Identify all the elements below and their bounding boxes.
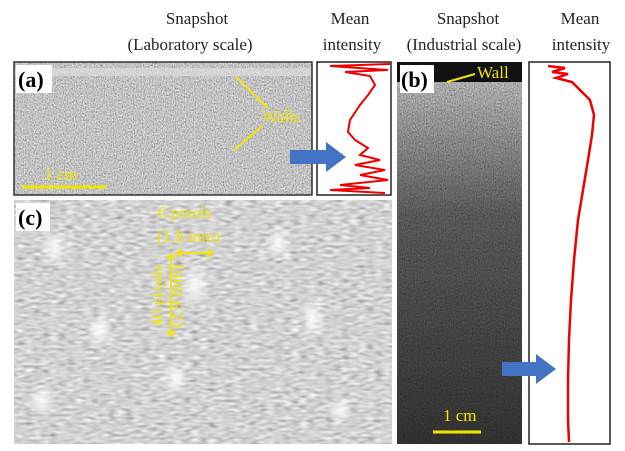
header-text: Mean [561,9,600,28]
particle [86,310,114,350]
annotation: (2.9 mm) [167,264,186,327]
particle [328,396,352,424]
panel-label: (b) [401,67,428,92]
label-bg [16,65,52,93]
arrowhead [206,248,214,258]
panel-b: (b) Wall 1 cm [397,62,522,444]
image [14,62,312,195]
frame [13,61,313,196]
arrow [446,73,476,83]
panel-c: (c) 6 pixels (1.8 mm) 40 pixels (2.9 mm) [14,200,392,444]
annotation: (1.8 mm) [157,227,220,246]
arrow [233,125,263,151]
panel-label: (c) [18,205,42,230]
intensity-curve [547,64,596,443]
particle [180,261,210,309]
arrow [235,76,269,109]
wall-band [14,68,312,76]
frame [528,61,611,445]
header-text: Snapshot [437,9,500,28]
frame [316,61,392,196]
annotation: Wall [477,63,509,82]
profile-b [528,61,611,445]
scale-label: 1 cm [443,406,477,425]
particle [41,228,69,268]
header-text: Snapshot [166,9,229,28]
header-text: intensity [552,35,611,54]
particle [161,360,189,396]
arrow [290,142,346,172]
arrowhead [175,248,183,258]
particle [298,296,326,340]
header-text: Mean [331,9,370,28]
header-text: intensity [323,35,382,54]
arrowhead [166,330,176,338]
label-bg [16,203,50,231]
header-text: (Industrial scale) [407,35,522,54]
particle [264,225,292,261]
label-bg [400,65,434,93]
annotation: Walls [262,107,300,126]
particle [28,384,56,416]
header-text: (Laboratory scale) [127,35,252,54]
profile-a [316,61,392,196]
intensity-curve [329,63,391,194]
shade [397,62,522,444]
panel-a: (a) Walls 1 cm [13,61,313,196]
image [14,200,392,444]
arrow [502,354,556,384]
arrowhead [166,252,176,260]
annotation: 40 pixels [148,265,167,327]
scale-label: 1 cm [44,165,78,184]
annotation: 6 pixels [158,203,211,222]
panel-label: (a) [18,67,44,92]
